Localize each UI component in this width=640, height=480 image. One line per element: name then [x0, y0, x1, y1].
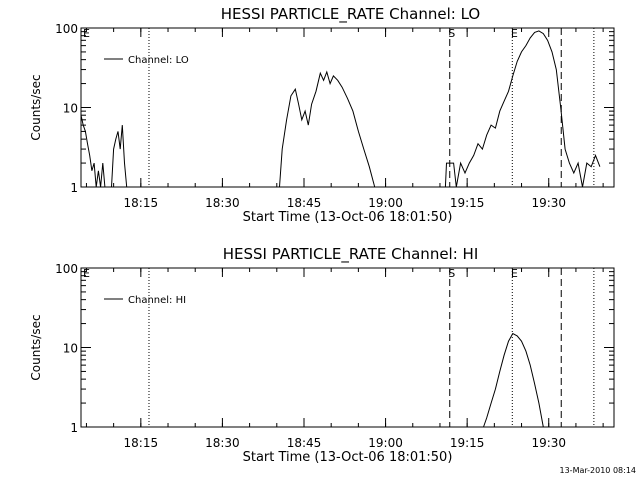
- chart-panel-2: HESSI PARTICLE_RATE Channel: HI 1 10 100 18:…: [29, 245, 615, 465]
- x-tick-label: 19:15: [450, 436, 485, 450]
- series-line-segment: [80, 115, 128, 188]
- y-axis-label: Counts/sec: [29, 314, 43, 380]
- plot-frame: [80, 27, 615, 188]
- x-tick-label: 18:30: [205, 436, 240, 450]
- x-tick-label: 18:30: [205, 196, 240, 210]
- x-tick-label: 18:15: [124, 436, 159, 450]
- series-line-segment: [279, 70, 376, 188]
- x-tick-label: 19:30: [531, 436, 566, 450]
- x-tick-label: 19:00: [368, 436, 403, 450]
- x-tick-label: 18:45: [287, 196, 322, 210]
- event-marker-label: S: [448, 267, 455, 280]
- event-marker-label: S: [448, 27, 455, 40]
- x-tick-label: 19:15: [450, 196, 485, 210]
- edge-marker-label: E: [83, 267, 90, 280]
- legend-entry: Channel: HI: [128, 295, 186, 306]
- x-tick-label: 18:15: [124, 196, 159, 210]
- footer-timestamp: 13-Mar-2010 08:14: [560, 466, 637, 475]
- y-tick-label: 100: [55, 262, 78, 276]
- series-line-segment: [444, 30, 601, 188]
- y-tick-label: 1: [70, 181, 78, 195]
- x-tick-label: 19:00: [368, 196, 403, 210]
- y-tick-label: 10: [63, 342, 78, 356]
- plot-frame: [80, 267, 615, 428]
- y-axis-label: Counts/sec: [29, 74, 43, 140]
- chart-title: HESSI PARTICLE_RATE Channel: HI: [223, 245, 479, 264]
- y-tick-label: 1: [70, 421, 78, 435]
- y-tick-label: 100: [55, 22, 78, 36]
- x-axis-label: Start Time (13-Oct-06 18:01:50): [243, 450, 453, 465]
- y-tick-label: 10: [63, 102, 78, 116]
- event-marker-label: E: [511, 27, 518, 40]
- series-line-segment: [483, 332, 544, 428]
- legend-entry: Channel: LO: [128, 55, 189, 66]
- event-marker-label: E: [511, 267, 518, 280]
- x-tick-label: 18:45: [287, 436, 322, 450]
- chart-title: HESSI PARTICLE_RATE Channel: LO: [221, 5, 480, 24]
- x-axis-label: Start Time (13-Oct-06 18:01:50): [243, 210, 453, 225]
- x-tick-label: 19:30: [531, 196, 566, 210]
- edge-marker-label: E: [83, 27, 90, 40]
- chart-panel-1: HESSI PARTICLE_RATE Channel: LO 1 10 100 18:…: [29, 5, 615, 225]
